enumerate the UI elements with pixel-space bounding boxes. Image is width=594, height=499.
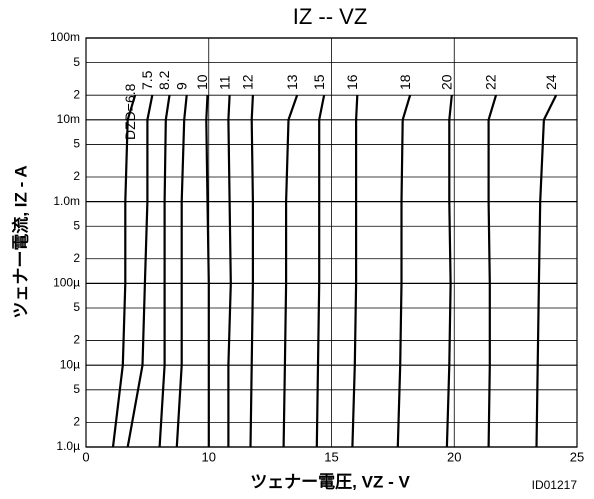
zener-curve bbox=[315, 94, 326, 448]
series-label: 22 bbox=[483, 74, 499, 90]
series-label: 13 bbox=[284, 74, 300, 90]
zener-curve bbox=[158, 95, 171, 448]
series-label: 15 bbox=[311, 74, 327, 90]
y-tick-label: 5 bbox=[73, 137, 80, 151]
y-tick-label: 2 bbox=[73, 251, 80, 265]
series-label: 8.2 bbox=[156, 70, 172, 90]
y-tick-label: 2 bbox=[73, 87, 80, 101]
y-tick-label: 2 bbox=[73, 415, 80, 429]
y-axis-label: ツェナー電流, IZ - A bbox=[10, 165, 30, 318]
zener-curve bbox=[205, 95, 210, 447]
y-tick-label: 2 bbox=[73, 333, 80, 347]
series-label: 11 bbox=[216, 75, 232, 90]
zener-curve bbox=[249, 95, 254, 448]
x-tick-label: 0 bbox=[82, 449, 89, 464]
y-tick-label: 5 bbox=[73, 55, 80, 69]
zener-curve bbox=[396, 94, 412, 448]
y-tick-label: 1.0µ bbox=[56, 439, 80, 453]
y-tick-label: 10m bbox=[57, 112, 80, 126]
series-label: 20 bbox=[438, 74, 454, 90]
series-label: 9 bbox=[173, 82, 189, 90]
y-tick-label: 5 bbox=[73, 218, 80, 232]
x-tick-label: 10 bbox=[202, 449, 216, 464]
zener-curve bbox=[351, 95, 359, 448]
series-label: 7.5 bbox=[139, 70, 155, 90]
y-tick-label: 1.0m bbox=[53, 194, 80, 208]
x-tick-label: 15 bbox=[324, 449, 338, 464]
series-label: DZD=6.8 bbox=[122, 83, 138, 140]
y-tick-label: 100m bbox=[50, 30, 80, 44]
zener-curve bbox=[487, 94, 498, 448]
chart-title: IZ -- VZ bbox=[293, 4, 368, 29]
series-label: 18 bbox=[397, 74, 413, 90]
series-label: 16 bbox=[344, 74, 360, 90]
x-tick-label: 20 bbox=[447, 449, 461, 464]
zener-curve bbox=[535, 94, 558, 448]
zener-curve bbox=[282, 94, 299, 448]
y-tick-label: 10µ bbox=[60, 357, 80, 371]
x-axis-label: ツェナー電圧, VZ - V bbox=[250, 472, 410, 491]
y-tick-label: 5 bbox=[73, 382, 80, 396]
zener-curve bbox=[111, 94, 137, 448]
zener-curve bbox=[126, 94, 154, 448]
zener-curve bbox=[175, 95, 188, 448]
zener-curve bbox=[227, 95, 232, 447]
figure-id: ID01217 bbox=[532, 478, 578, 492]
series-label: 24 bbox=[543, 74, 559, 90]
series-label: 12 bbox=[240, 74, 256, 90]
y-tick-label: 100µ bbox=[53, 276, 80, 290]
y-tick-label: 5 bbox=[73, 300, 80, 314]
zener-curve bbox=[445, 95, 453, 448]
y-tick-label: 2 bbox=[73, 169, 80, 183]
x-tick-label: 25 bbox=[570, 449, 584, 464]
series-label: 10 bbox=[194, 74, 210, 90]
